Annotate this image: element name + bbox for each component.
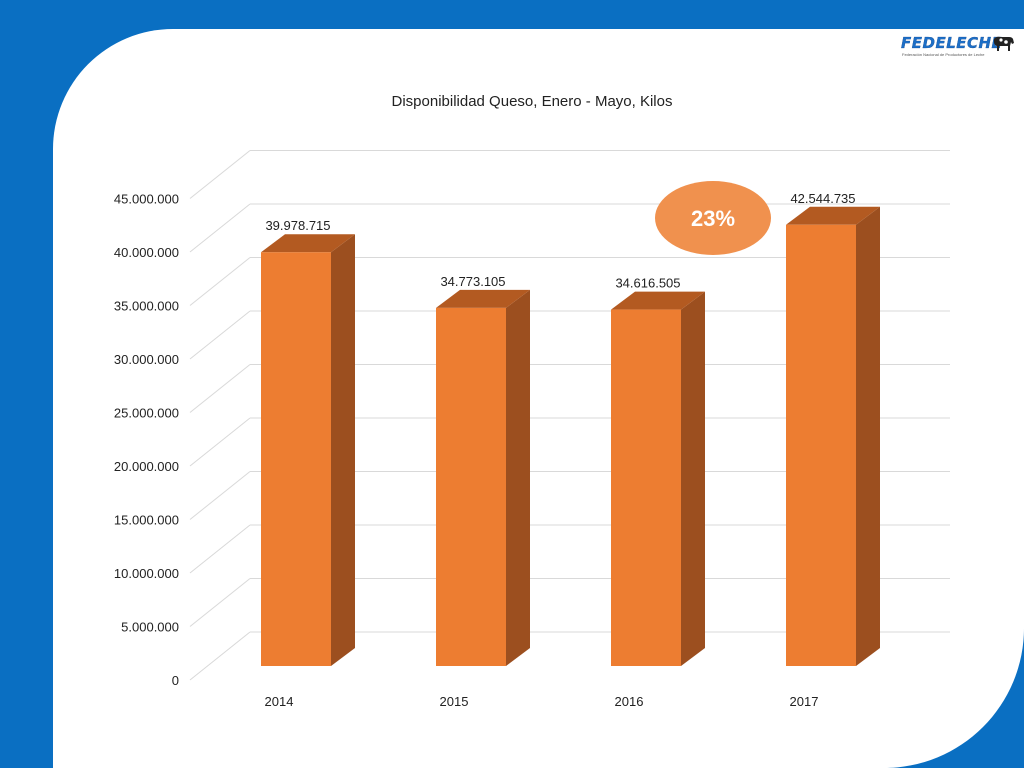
data-label: 34.616.505: [615, 276, 680, 291]
x-tick-label: 2014: [265, 694, 294, 709]
bar-front: [786, 224, 856, 666]
gridline-diagonal: [189, 203, 251, 253]
bar-2016: [611, 291, 705, 666]
bar-front: [611, 309, 681, 666]
gridline-diagonal: [189, 150, 251, 199]
y-tick-label: 35.000.000: [114, 299, 179, 314]
gridline-diagonal: [189, 364, 251, 413]
y-tick-label: 45.000.000: [114, 192, 179, 207]
slide-panel: FEDELECHE Federación Nacional de Product…: [53, 29, 1024, 768]
bar-top: [436, 289, 530, 308]
y-tick-label: 15.000.000: [114, 513, 179, 528]
bar-front: [436, 307, 506, 666]
data-label: 39.978.715: [265, 218, 330, 233]
cow-icon: [994, 36, 1014, 51]
bar-side: [331, 234, 355, 666]
gridline-diagonal: [189, 631, 251, 681]
growth-badge-ellipse: [655, 181, 771, 255]
bar-2017: [786, 206, 880, 666]
y-tick-label: 40.000.000: [114, 245, 179, 260]
growth-badge: 23%: [655, 181, 771, 255]
bar-chart: 0 5.000.000 10.000.000 15.000.000 20.000.000…: [114, 93, 950, 709]
y-tick-label: 30.000.000: [114, 352, 179, 367]
x-tick-label: 2015: [440, 694, 469, 709]
bar-side: [681, 291, 705, 666]
chart-bars: [261, 206, 880, 666]
bar-top: [611, 291, 705, 310]
y-tick-label: 20.000.000: [114, 459, 179, 474]
growth-badge-text: 23%: [691, 206, 735, 231]
bar-front: [261, 252, 331, 666]
logo-subtitle: Federación Nacional de Productores de Le…: [902, 52, 985, 57]
gridline-diagonal: [189, 578, 251, 627]
gridline-diagonal: [189, 310, 251, 360]
y-tick-label: 0: [172, 673, 179, 688]
gridline-diagonal: [189, 524, 251, 574]
bar-2015: [436, 289, 530, 666]
y-tick-label: 25.000.000: [114, 406, 179, 421]
data-label: 34.773.105: [440, 274, 505, 289]
bar-side: [506, 289, 530, 666]
bar-side: [856, 206, 880, 666]
bar-top: [261, 234, 355, 253]
y-tick-label: 10.000.000: [114, 566, 179, 581]
fedeleche-logo: FEDELECHE Federación Nacional de Product…: [901, 34, 1014, 60]
gridline-diagonal: [189, 417, 251, 467]
logo-name: FEDELECHE: [901, 34, 1003, 52]
chart-labels: 0 5.000.000 10.000.000 15.000.000 20.000.000…: [114, 191, 856, 709]
chart-title: Disponibilidad Queso, Enero - Mayo, Kilo…: [392, 93, 673, 110]
bar-top: [786, 206, 880, 225]
data-label: 42.544.735: [790, 191, 855, 206]
bar-2014: [261, 234, 355, 666]
y-tick-label: 5.000.000: [121, 620, 179, 635]
x-tick-label: 2016: [615, 694, 644, 709]
gridline-diagonal: [189, 471, 251, 520]
x-tick-label: 2017: [790, 694, 819, 709]
gridline-diagonal: [189, 257, 251, 306]
